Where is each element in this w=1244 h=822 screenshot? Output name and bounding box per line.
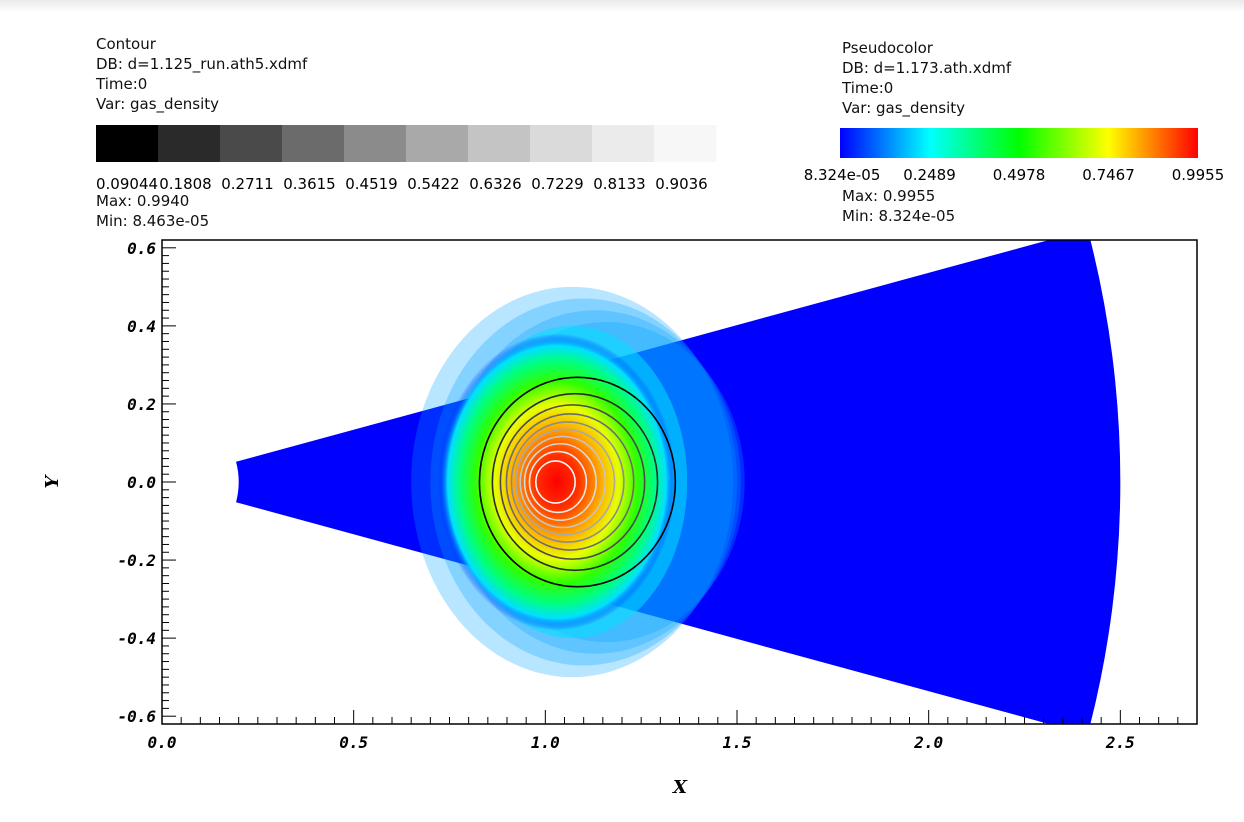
contour-colorbar-tick-label: 0.9036: [655, 175, 708, 193]
contour-legend-max: Max: 0.9940: [96, 192, 190, 210]
pseudocolor-colorbar-tick-label: 0.7467: [1082, 166, 1135, 184]
contour-colorbar-tick-label: 0.7229: [531, 175, 584, 193]
pseudocolor-colorbar-tick-label: 0.4978: [993, 166, 1046, 184]
contour-colorbar-swatch: [96, 125, 159, 162]
contour-legend-var: Var: gas_density: [96, 95, 220, 113]
contour-line: [534, 460, 576, 504]
contour-legend-time: Time:0: [96, 75, 148, 93]
y-tick-label: -0.2: [117, 551, 156, 570]
contour-colorbar: [96, 125, 717, 162]
contour-colorbar-tick-label: 0.09044: [96, 175, 158, 193]
axis-tick-labels: 0.0 0.5 1.0 1.5 2.0 2.5 0.6 0.4 0.2 0.0 -0.2 -0.4 -0…: [117, 239, 1134, 752]
pseudocolor-colorbar-tick-label: 8.324e-05: [804, 166, 881, 184]
pseudocolor-colorbar: [840, 128, 1198, 158]
x-tick-label: 1.0: [531, 733, 560, 752]
contour-colorbar-swatch: [220, 125, 283, 162]
contour-lines: [478, 376, 677, 588]
contour-colorbar-swatch: [468, 125, 531, 162]
contour-legend-title: Contour: [96, 35, 156, 53]
y-axis-title: Y: [42, 473, 63, 488]
y-tick-label: 0.6: [127, 239, 156, 258]
contour-colorbar-tick-label: 0.8133: [593, 175, 646, 193]
plot-area: [236, 240, 1121, 724]
contour-legend-db: DB: d=1.125_run.ath5.xdmf: [96, 55, 308, 73]
y-tick-label: 0.0: [127, 473, 156, 492]
contour-colorbar-tick-label: 0.1808: [159, 175, 212, 193]
x-axis-title: X: [672, 777, 688, 798]
contour-line: [478, 376, 677, 588]
contour-line: [499, 404, 646, 560]
contour-line: [528, 450, 588, 514]
contour-colorbar-swatch: [530, 125, 593, 162]
density-peak-core: [437, 333, 676, 631]
x-tick-label: 2.0: [913, 733, 943, 752]
x-tick-label: 0.0: [148, 733, 177, 752]
y-tick-label: -0.4: [117, 629, 156, 648]
contour-colorbar-tick-label: 0.2711: [221, 175, 273, 193]
contour-colorbar-labels: 0.09044 0.1808 0.2711 0.3615 0.4519 0.5422 0.6…: [96, 175, 708, 193]
top-shadow: [0, 0, 1244, 12]
contour-colorbar-swatch: [344, 125, 407, 162]
contour-line: [505, 413, 635, 551]
x-tick-label: 0.5: [339, 733, 368, 752]
contour-colorbar-swatch: [654, 125, 717, 162]
contour-colorbar-swatch: [592, 125, 655, 162]
contour-colorbar-tick-label: 0.6326: [469, 175, 522, 193]
pseudocolor-legend-var: Var: gas_density: [842, 99, 966, 117]
contour-colorbar-tick-label: 0.4519: [345, 175, 398, 193]
contour-colorbar-tick-label: 0.5422: [407, 175, 460, 193]
contour-colorbar-tick-label: 0.3615: [283, 175, 336, 193]
contour-line: [519, 435, 607, 529]
pseudocolor-colorbar-labels: 8.324e-05 0.2489 0.4978 0.7467 0.9955: [804, 166, 1225, 184]
y-tick-label: 0.4: [127, 317, 156, 336]
contour-line: [515, 428, 616, 536]
axis-ticks: [161, 239, 1198, 725]
contour-colorbar-swatch: [282, 125, 345, 162]
contour-line: [510, 421, 625, 543]
contour-legend-min: Min: 8.463e-05: [96, 212, 210, 230]
contour-colorbar-swatch: [158, 125, 221, 162]
pseudocolor-legend-time: Time:0: [842, 79, 894, 97]
y-tick-label: -0.6: [117, 707, 156, 726]
x-tick-label: 2.5: [1105, 733, 1135, 752]
contour-line: [491, 392, 659, 572]
pseudocolor-colorbar-tick-label: 0.2489: [903, 166, 956, 184]
pseudocolor-legend-min: Min: 8.324e-05: [842, 207, 956, 225]
pseudocolor-legend-db: DB: d=1.173.ath.xdmf: [842, 59, 1012, 77]
contour-colorbar-swatch: [406, 125, 469, 162]
pseudocolor-colorbar-tick-label: 0.9955: [1172, 166, 1225, 184]
y-tick-label: 0.2: [127, 395, 156, 414]
pseudocolor-legend-max: Max: 0.9955: [842, 187, 936, 205]
x-tick-label: 1.5: [723, 733, 752, 752]
pseudocolor-legend-title: Pseudocolor: [842, 39, 933, 57]
contour-line: [523, 442, 597, 522]
